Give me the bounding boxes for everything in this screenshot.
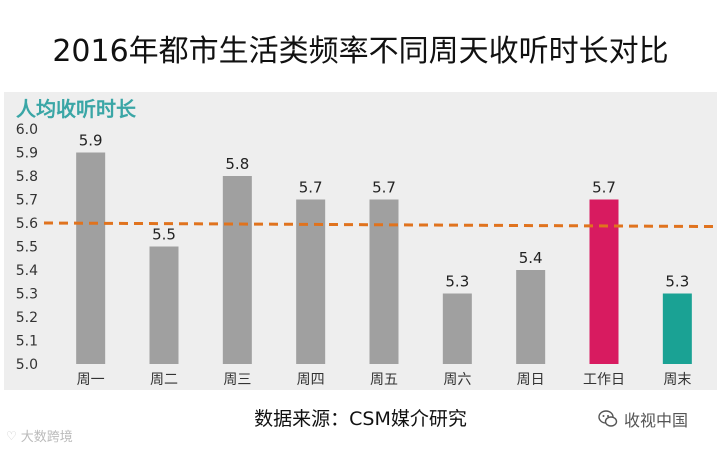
x-axis-labels: 周一 周二 周三 周四 周五 周六 周日 工作日 周末 <box>77 372 692 388</box>
value-label: 5.4 <box>519 249 543 267</box>
x-tick-label: 周三 <box>223 372 251 388</box>
watermark-logo-icon: ♡ <box>6 428 17 443</box>
y-tick-label: 5.2 <box>16 310 38 326</box>
y-tick-label: 5.9 <box>16 146 38 162</box>
x-tick-label: 周一 <box>77 372 105 388</box>
page-title: 2016年都市生活类频率不同周天收听时长对比 <box>52 34 669 69</box>
wechat-icon <box>598 410 618 427</box>
y-tick-label: 5.6 <box>16 216 38 232</box>
value-label: 5.3 <box>445 273 469 291</box>
value-label: 5.8 <box>225 155 249 173</box>
y-tick-label: 5.8 <box>16 169 38 185</box>
value-label: 5.9 <box>79 132 103 150</box>
x-tick-label: 周末 <box>663 372 691 388</box>
bar-9 <box>662 293 692 364</box>
y-tick-label: 5.4 <box>16 263 38 279</box>
value-label: 5.7 <box>372 179 396 197</box>
x-tick-label: 周五 <box>370 372 398 388</box>
watermark: ♡ 大数跨境 <box>6 426 73 446</box>
y-tick-label: 5.3 <box>16 287 38 303</box>
y-tick-label: 5.7 <box>16 193 38 209</box>
bar-5 <box>369 199 399 364</box>
x-tick-label: 周二 <box>150 372 178 388</box>
chart-panel: 人均收听时长 5.0 5.1 5.2 5.3 5.4 5.5 5.6 5.7 5.8 5.9 6.0… <box>4 92 717 390</box>
bar-7 <box>516 270 546 364</box>
x-tick-label: 周六 <box>443 372 471 388</box>
y-tick-label: 5.5 <box>16 240 38 256</box>
chart-title: 人均收听时长 <box>16 97 137 121</box>
wechat-label: 收视中国 <box>624 411 689 430</box>
value-label: 5.7 <box>592 179 616 197</box>
watermark-text: 大数跨境 <box>20 430 73 445</box>
x-tick-label: 周四 <box>297 372 325 388</box>
value-label: 5.7 <box>299 179 323 197</box>
value-label: 5.5 <box>152 226 176 244</box>
value-label: 5.3 <box>665 273 689 291</box>
bar-3 <box>222 176 252 364</box>
value-labels-group: 5.9 5.5 5.8 5.7 5.7 5.3 5.4 5.7 5.3 <box>79 132 690 291</box>
x-tick-label: 工作日 <box>583 372 625 388</box>
bar-2 <box>149 246 179 364</box>
bar-1 <box>76 152 106 364</box>
source-note: 数据来源：CSM媒介研究 <box>254 408 467 430</box>
bar-4 <box>296 199 326 364</box>
bars-group <box>76 152 692 364</box>
x-tick-label: 周日 <box>517 372 545 388</box>
y-axis: 5.0 5.1 5.2 5.3 5.4 5.5 5.6 5.7 5.8 5.9 6.0 <box>16 122 38 373</box>
y-tick-label: 5.1 <box>16 334 38 350</box>
y-tick-label: 6.0 <box>16 122 38 138</box>
bar-8 <box>589 199 619 364</box>
wechat-account: 收视中国 <box>598 407 688 431</box>
bar-chart: 人均收听时长 5.0 5.1 5.2 5.3 5.4 5.5 5.6 5.7 5.8 5.9 6.0… <box>16 97 715 388</box>
average-dashed-line <box>43 221 715 229</box>
y-tick-label: 5.0 <box>16 357 38 373</box>
bar-6 <box>442 293 472 364</box>
